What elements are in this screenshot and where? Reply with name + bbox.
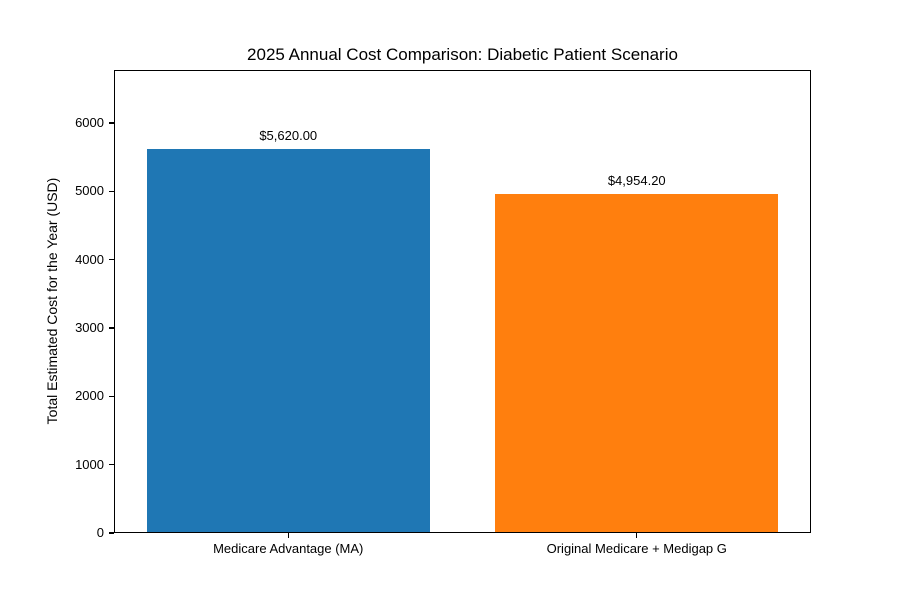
bar	[146, 148, 430, 533]
y-tick-label: 1000	[75, 456, 104, 472]
x-tick-mark	[636, 533, 638, 538]
x-category-label: Original Medicare + Medigap G	[546, 541, 727, 556]
bar	[495, 194, 779, 533]
y-tick-label: 3000	[75, 320, 104, 335]
bar-value-label: $4,954.20	[607, 173, 666, 189]
y-tick-mark	[109, 122, 114, 124]
y-tick-label: 4000	[75, 251, 104, 267]
x-category-label: Medicare Advantage (MA)	[213, 541, 364, 556]
bar-value-label: $5,620.00	[259, 127, 318, 143]
chart-title: 2025 Annual Cost Comparison: Diabetic Pa…	[247, 45, 678, 64]
y-tick-mark	[109, 190, 114, 192]
y-tick-label: 5000	[75, 183, 104, 199]
y-tick-mark	[109, 464, 114, 466]
y-tick-mark	[109, 259, 114, 261]
x-tick-mark	[287, 533, 289, 538]
y-tick-label: 2000	[75, 388, 104, 404]
y-axis-label: Total Estimated Cost for the Year (USD)	[44, 177, 60, 425]
y-tick-mark	[109, 395, 114, 397]
y-tick-mark	[109, 532, 114, 534]
y-tick-label: 6000	[75, 115, 104, 131]
y-tick-label: 0	[96, 525, 104, 540]
plot-area	[114, 70, 811, 533]
y-tick-mark	[109, 327, 114, 329]
